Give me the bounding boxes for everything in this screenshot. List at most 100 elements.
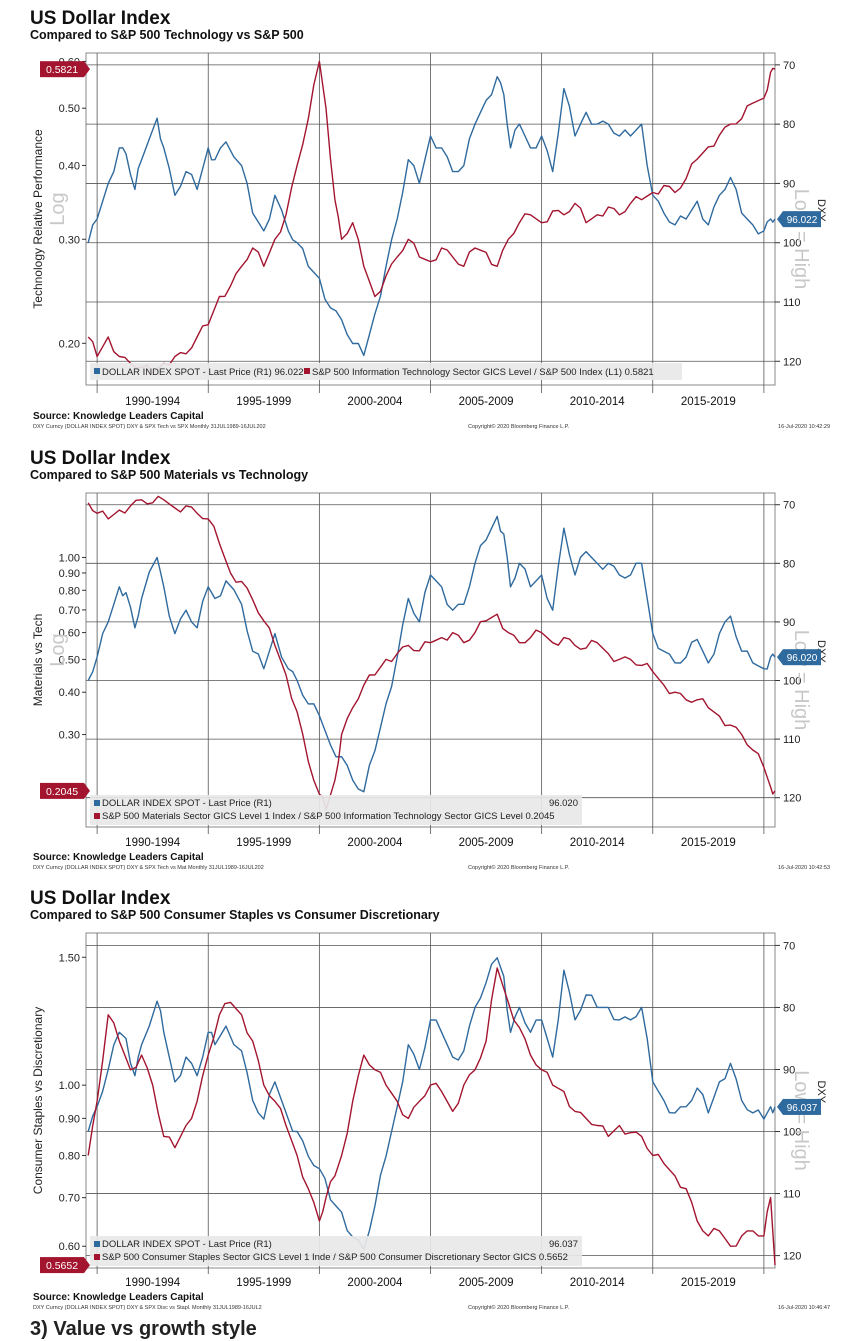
legend-value: 96.020 [549, 798, 578, 809]
right-tag-box [783, 1098, 821, 1115]
x-tick-label: 2015-2019 [681, 837, 736, 849]
right-tag-arrow [777, 649, 783, 666]
log-watermark: Log [47, 192, 69, 225]
right-tick-label: 110 [783, 1189, 801, 1201]
left-tick-label: 1.00 [59, 1080, 80, 1092]
x-tick-label: 2010-2014 [570, 396, 626, 408]
gridlines [86, 53, 775, 393]
right-tag-value: 96.037 [787, 1103, 818, 1114]
footer-timestamp: 16-Jul-2020 10:42:29 [778, 424, 830, 430]
left-tick-label: 1.50 [59, 952, 80, 964]
left-axis: 0.30 0.40 0.50 0.60 0.70 0.80 0.90 1.00 Material… [31, 552, 86, 742]
footer-timestamp: 16-Jul-2020 10:42:53 [778, 865, 830, 871]
legend-swatch [304, 368, 310, 374]
chart-title: US Dollar Index [30, 888, 171, 909]
right-tick-label: 90 [783, 1064, 795, 1076]
left-tick-label: 1.00 [59, 552, 80, 564]
footer-copyright: Copyright© 2020 Bloomberg Finance L.P. [468, 1304, 570, 1311]
legend-entry: S&P 500 Consumer Staples Sector GICS Lev… [102, 1252, 568, 1263]
right-tag-box [783, 211, 821, 228]
x-tick-label: 2000-2004 [347, 396, 403, 408]
footer-ticker: DXY Curncy (DOLLAR INDEX SPOT) DXY & SPX… [33, 424, 266, 430]
low-high-watermark: Low = High [790, 189, 812, 290]
legend-swatch [94, 1254, 100, 1260]
dxy-series-line [87, 76, 776, 357]
left-tick-label: 0.30 [59, 730, 80, 742]
right-tick-label: 90 [783, 178, 795, 190]
legend-swatch [94, 813, 100, 819]
left-tick-label: 0.50 [59, 103, 80, 115]
x-tick-label: 2015-2019 [681, 1277, 736, 1289]
x-tick-label: 1990-1994 [125, 837, 181, 849]
legend-entry: DOLLAR INDEX SPOT - Last Price (R1) [102, 798, 272, 809]
left-axis-label: Consumer Staples vs Discretionary [31, 1007, 45, 1194]
left-tag-arrow [84, 782, 90, 799]
right-tag-value: 96.020 [787, 653, 818, 664]
left-tick-label: 0.50 [59, 654, 80, 666]
footer-ticker: DXY Curncy (DOLLAR INDEX SPOT) DXY & SPX… [33, 865, 264, 871]
x-tick-label: 2005-2009 [459, 396, 514, 408]
left-tick-label: 0.70 [59, 605, 80, 617]
x-tick-label: 1995-1999 [236, 837, 291, 849]
source-note: Source: Knowledge Leaders Capital [33, 1292, 204, 1303]
x-axis: 1990-1994 1995-1999 2000-2004 2005-2009 2010… [125, 837, 736, 849]
legend: DOLLAR INDEX SPOT - Last Price (R1) 96.02… [90, 795, 582, 825]
left-tick-label: 0.40 [59, 687, 80, 699]
left-tag-box [40, 61, 84, 78]
left-tag-value: 0.5652 [46, 1260, 78, 1272]
left-axis: 0.200.300.400.500.60Technology Relative … [31, 56, 86, 350]
legend-box [90, 1236, 582, 1266]
right-tick-label: 80 [783, 119, 795, 131]
right-tick-label: 120 [783, 793, 801, 805]
right-tag-box [783, 649, 821, 666]
x-axis: 1990-1994 1995-1999 2000-2004 2005-2009 2010… [125, 396, 736, 408]
right-tick-label: 70 [783, 940, 795, 952]
left-tag-box [40, 782, 84, 799]
legend-swatch [94, 368, 100, 374]
right-tick-label: 120 [783, 1251, 801, 1263]
x-tick-label: 2010-2014 [570, 837, 626, 849]
right-tick-label: 80 [783, 1002, 795, 1014]
right-tick-label: 80 [783, 558, 795, 570]
right-tick-label: 70 [783, 60, 795, 72]
right-tick-label: 110 [783, 297, 801, 309]
right-tick-label: 90 [783, 617, 795, 629]
legend-entry: DOLLAR INDEX SPOT - Last Price (R1) [102, 1239, 272, 1250]
right-tick-label: 100 [783, 1127, 801, 1139]
last-value-tag-left: 0.5821 [40, 61, 90, 78]
next-section-heading: 3) Value vs growth style [30, 1318, 257, 1340]
chart-subtitle: Compared to S&P 500 Technology vs S&P 50… [30, 28, 304, 42]
x-tick-label: 1990-1994 [125, 1277, 181, 1289]
right-tick-label: 100 [783, 238, 801, 250]
left-axis-label: Technology Relative Performance [31, 129, 45, 309]
gridlines [86, 933, 775, 1274]
right-tag-arrow [777, 211, 783, 228]
right-tick-label: 110 [783, 734, 801, 746]
left-tick-label: 0.60 [59, 1241, 80, 1253]
legend-entry: S&P 500 Information Technology Sector GI… [312, 367, 654, 378]
x-tick-label: 2010-2014 [570, 1277, 626, 1289]
low-high-watermark: Low = High [790, 1070, 812, 1171]
chart-title: US Dollar Index [30, 448, 171, 469]
source-note: Source: Knowledge Leaders Capital [33, 852, 204, 863]
legend-value: 96.037 [549, 1239, 578, 1250]
legend: DOLLAR INDEX SPOT - Last Price (R1) 96.03… [90, 1236, 582, 1266]
ratio-series-line [87, 60, 776, 374]
dxy-series-line [87, 515, 776, 793]
gridlines [86, 493, 775, 834]
x-tick-label: 1995-1999 [236, 396, 291, 408]
footer-timestamp: 16-Jul-2020 10:46:47 [778, 1305, 830, 1311]
legend-entry: DOLLAR INDEX SPOT - Last Price (R1) 96.0… [102, 367, 304, 378]
left-tick-label: 0.70 [59, 1193, 80, 1205]
right-tag-arrow [777, 1098, 783, 1115]
x-tick-label: 2000-2004 [347, 837, 403, 849]
left-axis-label: Materials vs Tech [31, 614, 45, 706]
left-tick-label: 0.20 [59, 338, 80, 350]
x-tick-label: 2015-2019 [681, 396, 736, 408]
last-value-tag-left: 0.2045 [40, 782, 90, 799]
right-tick-label: 70 [783, 500, 795, 512]
